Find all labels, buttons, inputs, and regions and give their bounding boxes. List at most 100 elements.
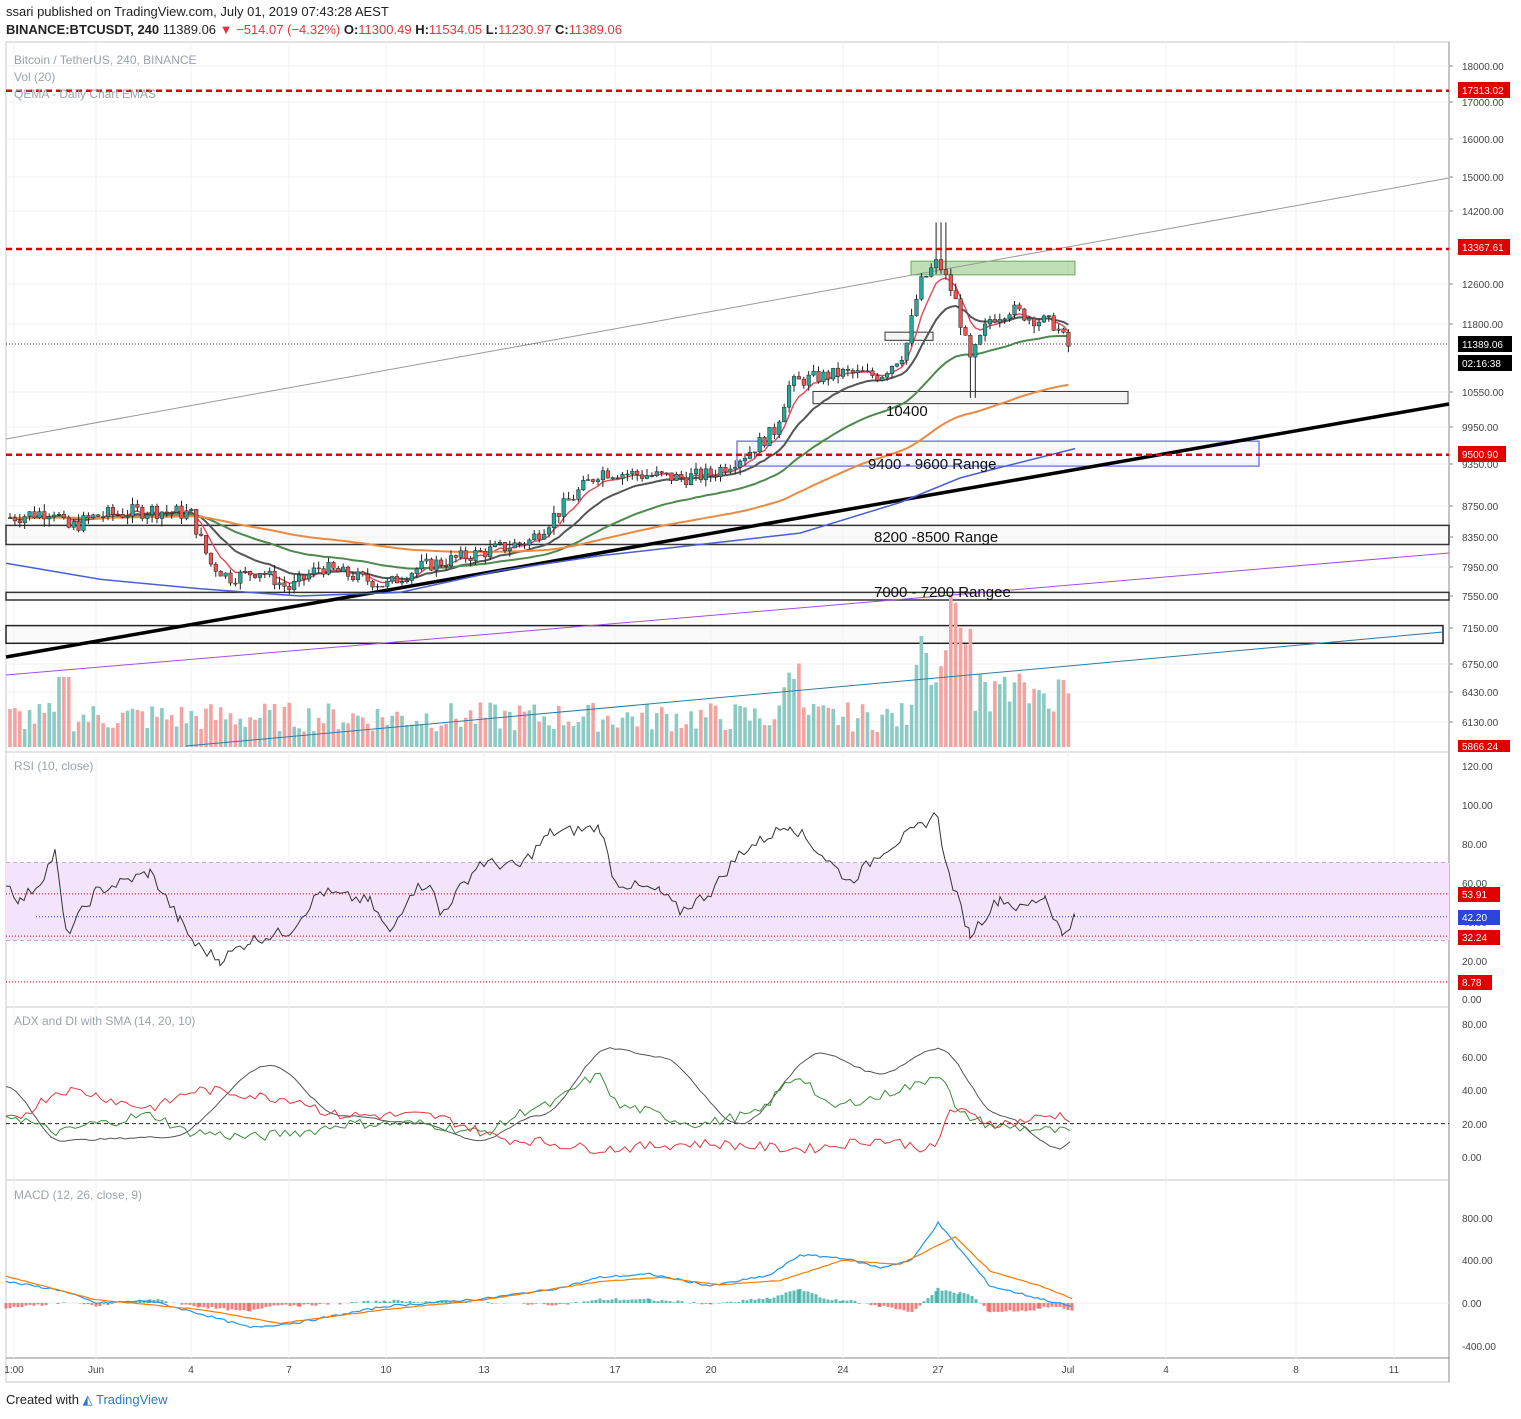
candle-body xyxy=(419,560,424,570)
macd-hist-bar xyxy=(845,1300,849,1303)
macd-hist-bar xyxy=(672,1302,676,1303)
macd-hist-bar xyxy=(838,1301,842,1303)
candle-body xyxy=(458,550,463,558)
candle-body xyxy=(267,570,272,575)
price-tick-label: 7150.00 xyxy=(1462,624,1499,635)
candle-body xyxy=(301,574,307,580)
candle-body xyxy=(997,319,1002,323)
candle-body xyxy=(963,327,968,336)
volume-bar xyxy=(341,722,345,747)
author[interactable]: ssari xyxy=(6,4,34,19)
time-tick-label: 27 xyxy=(932,1365,944,1376)
volume-bar xyxy=(728,728,733,747)
candle-body xyxy=(880,376,885,381)
volume-bar xyxy=(831,708,835,747)
macd-hist-bar xyxy=(280,1303,284,1306)
candle-body xyxy=(194,508,199,535)
volume-bar xyxy=(135,709,140,747)
candle-body xyxy=(561,498,566,517)
macd-hist-bar xyxy=(886,1303,890,1308)
volume-bar xyxy=(140,711,145,747)
candle-body xyxy=(894,363,899,367)
candle-body xyxy=(591,479,596,482)
tag-17313: 17313.02 xyxy=(1458,82,1510,98)
high-value: 11534.05 xyxy=(428,22,483,37)
macd-hist-bar xyxy=(32,1303,36,1306)
volume-bar xyxy=(282,707,287,747)
volume-bar xyxy=(816,706,821,747)
macd-hist-bar xyxy=(196,1303,200,1308)
candle-body xyxy=(390,576,395,582)
macd-hist-bar xyxy=(404,1301,408,1303)
volume-bar xyxy=(865,712,870,747)
price-tick-label: 11800.00 xyxy=(1462,320,1503,331)
candle-body xyxy=(512,542,517,549)
candle-body xyxy=(101,516,106,518)
macd-hist-bar xyxy=(940,1290,944,1303)
candles xyxy=(7,222,1071,595)
candle-body xyxy=(130,504,135,517)
volume-bar xyxy=(978,674,982,747)
macd-hist-bar xyxy=(440,1300,444,1303)
volume-bar xyxy=(782,687,786,747)
range-8200-annotation: 8200 -8500 Range xyxy=(874,529,998,546)
volume-bar xyxy=(1022,682,1027,747)
macd-hist-bar xyxy=(102,1303,106,1305)
macd-hist-bar xyxy=(392,1299,396,1303)
macd-hist-bar xyxy=(853,1300,857,1303)
volume-bar xyxy=(973,710,978,747)
macd-tick-label: 800.00 xyxy=(1462,1214,1493,1225)
tradingview-logo[interactable]: ◭ TradingView xyxy=(82,1392,168,1407)
volume-bar xyxy=(380,717,385,747)
tag-9500: 9500.90 xyxy=(1458,446,1506,462)
macd-hist-bar xyxy=(733,1302,737,1303)
purple-trendline xyxy=(5,552,1450,676)
macd-hist-bar xyxy=(206,1303,210,1309)
volume-bar xyxy=(527,710,532,747)
rsi-tick-label: 0.00 xyxy=(1462,995,1482,1006)
volume-bar xyxy=(581,716,586,747)
volume-bar xyxy=(258,717,262,747)
candle-body xyxy=(96,514,101,517)
volume-bar xyxy=(983,681,987,747)
volume-bar xyxy=(346,723,350,747)
macd-hist-bar xyxy=(648,1299,652,1303)
macd-hist-bar xyxy=(934,1291,938,1303)
macd-hist-bar xyxy=(554,1303,558,1306)
candle-body xyxy=(659,471,664,474)
candle-body xyxy=(86,515,91,519)
volume-bar xyxy=(537,721,541,747)
macd-hist-bar xyxy=(444,1300,448,1303)
volume-bar xyxy=(723,729,728,747)
candle-body xyxy=(669,472,674,481)
volume-bar xyxy=(204,708,208,747)
macd-hist-bar xyxy=(464,1301,468,1303)
volume-bar xyxy=(640,712,644,747)
rsi-title: RSI (10, close) xyxy=(14,759,93,773)
macd-hist-bar xyxy=(366,1300,370,1303)
volume-bar xyxy=(414,720,419,747)
candle-body xyxy=(987,319,993,325)
candle-body xyxy=(875,375,880,381)
macd-hist-bar xyxy=(1050,1303,1054,1307)
macd-hist-bar xyxy=(396,1300,400,1303)
macd-hist-bar xyxy=(664,1300,668,1303)
trendlines xyxy=(5,177,1450,747)
candle-body xyxy=(174,505,179,513)
macd-hist-bar xyxy=(310,1303,314,1306)
macd-hist-bar xyxy=(160,1299,164,1303)
macd-hist-bar xyxy=(646,1298,650,1303)
volume-bar xyxy=(557,705,561,747)
macd-hist-bar xyxy=(4,1303,8,1309)
adx-line xyxy=(5,1047,1071,1150)
candle-body xyxy=(483,550,488,558)
candle-body xyxy=(522,543,527,546)
candle-body xyxy=(904,342,909,361)
volume-bar xyxy=(890,712,894,747)
candle-body xyxy=(66,517,71,528)
volume-bar xyxy=(767,725,772,747)
candle-body xyxy=(1017,304,1022,310)
candle-body xyxy=(370,580,375,588)
macd-hist-bar xyxy=(338,1303,342,1305)
